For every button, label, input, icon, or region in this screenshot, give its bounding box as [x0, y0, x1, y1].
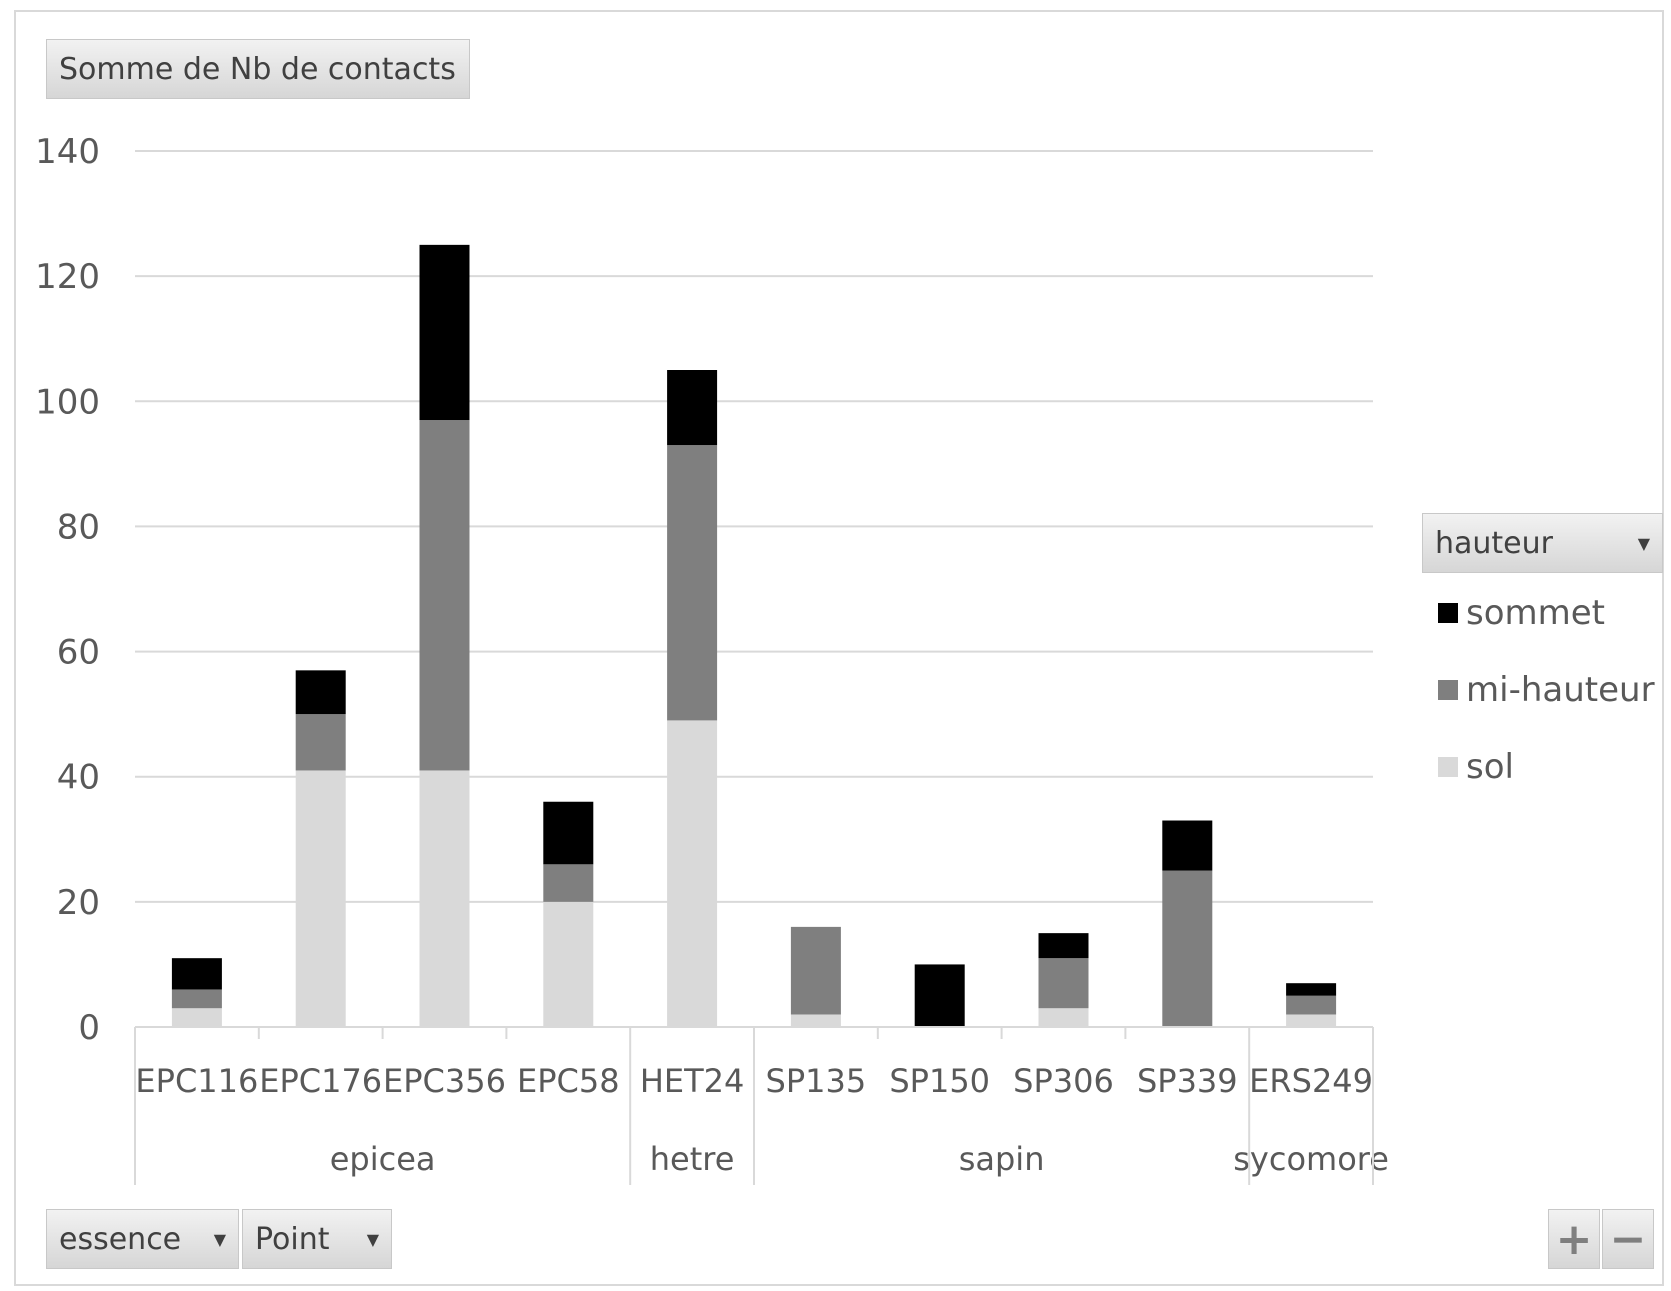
row-field-label-essence: essence	[59, 1221, 182, 1257]
bar-mi-hauteur-EPC356	[419, 420, 470, 771]
y-tick-label: 140	[35, 132, 100, 172]
bar-sommet-SP150	[914, 964, 965, 1027]
y-tick-label: 20	[57, 883, 100, 923]
y-tick-label: 60	[57, 633, 100, 673]
expand-field-button[interactable]: +	[1548, 1209, 1600, 1269]
bar-sol-EPC176	[295, 770, 346, 1027]
chart-frame	[14, 10, 1664, 1286]
dropdown-arrow-icon: ▼	[366, 1229, 379, 1249]
legend-label-sol: sol	[1466, 747, 1514, 787]
dropdown-arrow-icon: ▼	[1637, 533, 1650, 553]
bar-mi-hauteur-EPC116	[171, 989, 222, 1009]
bar-sommet-EPC356	[419, 244, 470, 421]
x-tick-label: EPC58	[517, 1062, 620, 1100]
y-tick-label: 80	[57, 507, 100, 547]
legend-field-label: hauteur	[1435, 525, 1553, 561]
legend-swatch-mi-hauteur	[1438, 680, 1458, 700]
legend-item-sol: sol	[1438, 747, 1514, 787]
row-field-button-essence[interactable]: essence ▼	[46, 1209, 239, 1269]
value-field-button[interactable]: Somme de Nb de contacts	[46, 39, 470, 99]
bar-mi-hauteur-EPC176	[295, 714, 346, 771]
plus-icon: +	[1555, 1213, 1593, 1265]
row-field-label-point: Point	[255, 1221, 330, 1257]
y-tick-label: 0	[78, 1008, 100, 1048]
x-tick-label: EPC116	[135, 1062, 258, 1100]
bar-sol-ERS249	[1286, 1014, 1337, 1027]
x-tick-label: SP306	[1013, 1062, 1114, 1100]
x-tick-label: HET24	[640, 1062, 745, 1100]
value-field-label: Somme de Nb de contacts	[59, 51, 456, 87]
y-tick-label: 100	[35, 382, 100, 422]
x-tick-label: EPC356	[383, 1062, 506, 1100]
legend-label-sommet: sommet	[1466, 593, 1606, 633]
legend-label-mi-hauteur: mi-hauteur	[1466, 670, 1655, 710]
bar-sommet-EPC58	[543, 801, 594, 865]
bar-mi-hauteur-SP306	[1038, 958, 1089, 1009]
bar-sol-EPC116	[171, 1008, 222, 1027]
bar-mi-hauteur-SP135	[790, 926, 841, 1015]
minus-icon: −	[1609, 1213, 1647, 1265]
y-axis-tick-labels: 0 20 40 60 80 100 120 140	[35, 132, 100, 1048]
collapse-field-button[interactable]: −	[1602, 1209, 1654, 1269]
bar-sol-HET24	[667, 720, 718, 1027]
legend-swatch-sommet	[1438, 603, 1458, 623]
bar-mi-hauteur-SP339	[1162, 870, 1213, 1027]
legend-item-mi-hauteur: mi-hauteur	[1438, 670, 1655, 710]
bar-mi-hauteur-HET24	[667, 445, 718, 721]
group-label: sycomore	[1233, 1140, 1389, 1178]
x-tick-label: ERS249	[1249, 1062, 1373, 1100]
x-tick-label: SP339	[1137, 1062, 1238, 1100]
x-tick-label: SP135	[766, 1062, 867, 1100]
y-tick-label: 120	[35, 257, 100, 297]
x-tick-label: SP150	[889, 1062, 990, 1100]
legend-swatch-sol	[1438, 757, 1458, 777]
bar-sol-SP306	[1038, 1008, 1089, 1027]
group-label: epicea	[330, 1140, 436, 1178]
bar-sommet-SP306	[1038, 933, 1089, 959]
row-field-button-point[interactable]: Point ▼	[242, 1209, 392, 1269]
bar-mi-hauteur-ERS249	[1286, 995, 1337, 1015]
bar-sol-EPC58	[543, 901, 594, 1027]
bar-sommet-EPC176	[295, 670, 346, 715]
bar-sommet-SP339	[1162, 820, 1213, 871]
bar-sol-EPC356	[419, 770, 470, 1027]
legend-field-button[interactable]: hauteur ▼	[1422, 513, 1663, 573]
x-tick-label: EPC176	[259, 1062, 382, 1100]
bars	[171, 244, 1337, 1027]
dropdown-arrow-icon: ▼	[213, 1229, 226, 1249]
bar-sommet-EPC116	[171, 958, 222, 990]
group-label: sapin	[959, 1140, 1045, 1178]
group-label: hetre	[650, 1140, 735, 1178]
y-tick-label: 40	[57, 758, 100, 798]
x-axis: EPC116 EPC176 EPC356 EPC58 HET24 SP135 SP150 SP…	[134, 1026, 1389, 1185]
bar-sol-SP135	[790, 1014, 841, 1027]
bar-sommet-HET24	[667, 370, 718, 446]
bar-mi-hauteur-EPC58	[543, 864, 594, 902]
bar-sommet-ERS249	[1286, 983, 1337, 996]
legend-item-sommet: sommet	[1438, 593, 1605, 633]
